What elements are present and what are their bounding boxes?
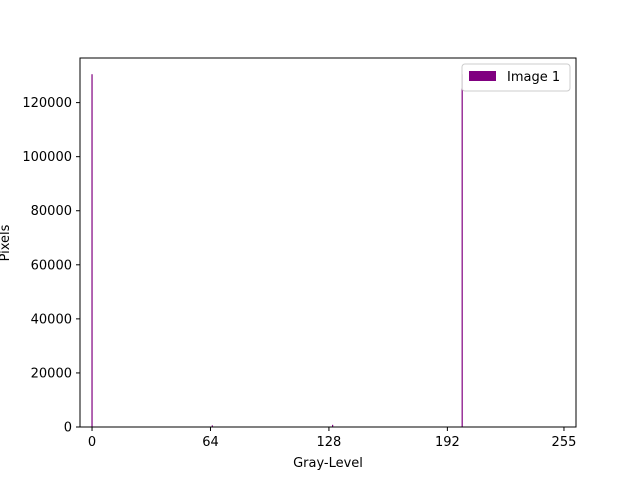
x-tick-label: 128 [317, 435, 342, 450]
histogram-bar [211, 425, 213, 427]
y-tick-label: 20000 [31, 366, 72, 381]
y-axis-label: Pixels [0, 224, 13, 261]
x-axis-label: Gray-Level [293, 456, 363, 471]
x-axis: 0 64 128 192 255 [88, 427, 576, 450]
legend-frame [461, 63, 571, 92]
plot-frame [79, 57, 577, 428]
y-axis: 0 20000 40000 60000 80000 100000 120000 [22, 96, 80, 436]
legend-label: Image 1 [507, 70, 560, 85]
x-tick-label: 0 [88, 435, 96, 450]
y-tick-label: 0 [64, 421, 72, 436]
histogram-bar [332, 424, 334, 427]
histogram-bar [461, 74, 463, 427]
x-tick-label: 255 [552, 435, 577, 450]
legend: Image 1 [461, 63, 571, 92]
y-tick-label: 40000 [31, 312, 72, 327]
y-tick-label: 120000 [22, 96, 72, 111]
legend-swatch [469, 71, 496, 81]
y-tick-label: 80000 [31, 204, 72, 219]
histogram-bar [91, 74, 93, 427]
x-tick-label: 64 [202, 435, 219, 450]
bars-layer [91, 74, 463, 427]
y-tick-label: 100000 [22, 150, 72, 165]
x-tick-label: 192 [435, 435, 460, 450]
y-tick-label: 60000 [31, 258, 72, 273]
